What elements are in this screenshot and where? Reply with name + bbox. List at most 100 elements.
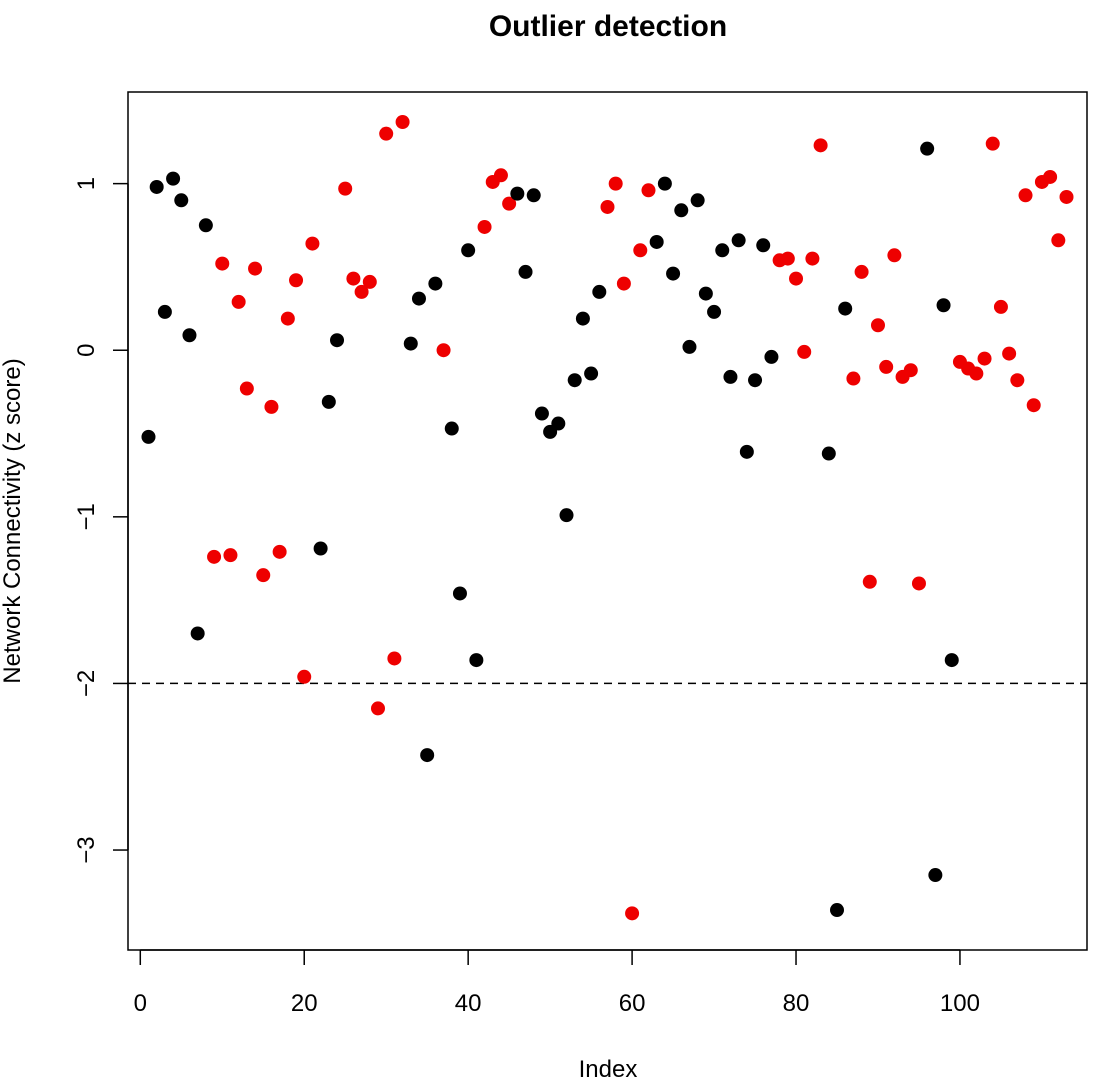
chart-title: Outlier detection (489, 10, 727, 43)
data-point (330, 333, 345, 348)
data-point (280, 311, 295, 326)
data-point (780, 251, 795, 266)
data-point (764, 349, 779, 364)
data-point (411, 291, 426, 306)
x-axis: 0 20 40 60 80 100 (134, 949, 980, 1017)
y-tick-label: −3 (73, 836, 100, 863)
data-point (928, 868, 943, 883)
x-tick-label: 20 (291, 990, 318, 1017)
data-point (289, 273, 304, 288)
data-point (649, 234, 664, 249)
data-point (248, 261, 263, 276)
data-point (682, 339, 697, 354)
data-point (641, 183, 656, 198)
data-point (911, 576, 926, 591)
data-point (477, 219, 492, 234)
data-point (903, 363, 918, 378)
data-point (625, 906, 640, 921)
data-point (215, 256, 230, 271)
x-tick-label: 0 (134, 990, 147, 1017)
data-point (731, 233, 746, 248)
data-point (1059, 189, 1074, 204)
data-point (846, 371, 861, 386)
data-point (166, 171, 181, 186)
data-point (149, 179, 164, 194)
data-point (805, 251, 820, 266)
data-point (264, 399, 279, 414)
data-point (657, 176, 672, 191)
data-point (977, 351, 992, 366)
x-tick-label: 80 (783, 990, 810, 1017)
data-point (157, 304, 172, 319)
data-point (141, 429, 156, 444)
data-point (797, 344, 812, 359)
data-point (223, 548, 238, 563)
data-point (559, 508, 574, 523)
data-point (830, 903, 845, 918)
data-point (748, 373, 763, 388)
data-point (1051, 233, 1066, 248)
data-point (870, 318, 885, 333)
data-point (608, 176, 623, 191)
data-point (469, 653, 484, 668)
data-point (920, 141, 935, 156)
data-point (403, 336, 418, 351)
data-point (321, 394, 336, 409)
data-point (551, 416, 566, 431)
data-point (231, 294, 246, 309)
x-tick-label: 60 (619, 990, 646, 1017)
data-point (207, 549, 222, 564)
data-point (739, 444, 754, 459)
data-point (666, 266, 681, 281)
data-point (452, 586, 467, 601)
data-point (1002, 346, 1017, 361)
x-tick-label: 100 (940, 990, 980, 1017)
data-point (395, 114, 410, 129)
data-point (698, 286, 713, 301)
data-point (379, 126, 394, 141)
data-point (879, 359, 894, 374)
data-point (1010, 373, 1025, 388)
data-point (821, 446, 836, 461)
data-point (969, 366, 984, 381)
data-point (887, 248, 902, 263)
data-point (428, 276, 443, 291)
data-point (174, 193, 189, 208)
data-point (534, 406, 549, 421)
data-point (723, 369, 738, 384)
y-tick-label: −1 (73, 503, 100, 530)
data-points (141, 114, 1074, 921)
data-point (1026, 398, 1041, 413)
x-axis-label: Index (579, 1056, 638, 1083)
data-point (305, 236, 320, 251)
data-point (633, 243, 648, 258)
data-point (813, 138, 828, 153)
data-point (1043, 169, 1058, 184)
data-point (707, 304, 722, 319)
data-point (526, 188, 541, 203)
data-point (190, 626, 205, 641)
y-axis-label: Network Connectivity (z score) (0, 358, 26, 683)
data-point (387, 651, 402, 666)
x-tick-label: 40 (455, 990, 482, 1017)
data-point (993, 299, 1008, 314)
data-point (239, 381, 254, 396)
data-point (838, 301, 853, 316)
data-point (297, 669, 312, 684)
data-point (370, 701, 385, 716)
data-point (346, 271, 361, 286)
data-point (338, 181, 353, 196)
data-point (616, 276, 631, 291)
data-point (789, 271, 804, 286)
y-axis: −3 −2 −1 0 1 (73, 177, 129, 864)
data-point (256, 568, 271, 583)
data-point (198, 218, 213, 233)
data-point (674, 203, 689, 218)
data-point (690, 193, 705, 208)
data-point (715, 243, 730, 258)
data-point (1018, 188, 1033, 203)
y-tick-label: −2 (73, 670, 100, 697)
data-point (592, 284, 607, 299)
data-point (502, 196, 517, 211)
